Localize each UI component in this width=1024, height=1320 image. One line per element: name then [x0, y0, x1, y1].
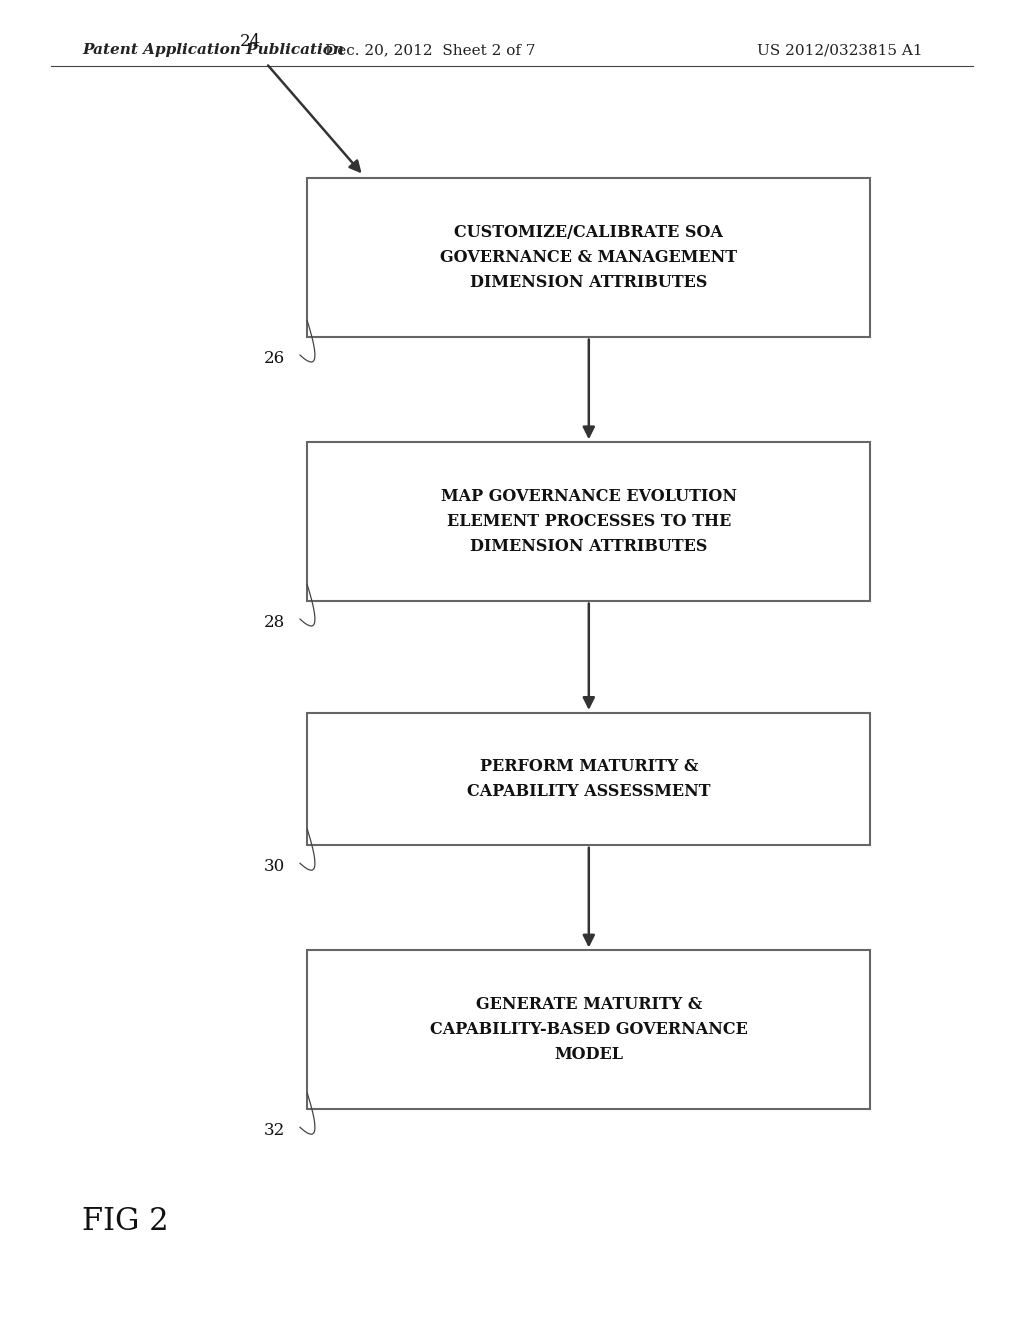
Text: Patent Application Publication: Patent Application Publication — [82, 44, 344, 57]
Text: 32: 32 — [263, 1122, 285, 1139]
Text: 24: 24 — [240, 33, 261, 50]
Text: Dec. 20, 2012  Sheet 2 of 7: Dec. 20, 2012 Sheet 2 of 7 — [325, 44, 536, 57]
Text: GENERATE MATURITY &
CAPABILITY-BASED GOVERNANCE
MODEL: GENERATE MATURITY & CAPABILITY-BASED GOV… — [430, 997, 748, 1063]
FancyBboxPatch shape — [307, 442, 870, 601]
FancyBboxPatch shape — [307, 713, 870, 845]
FancyBboxPatch shape — [307, 950, 870, 1109]
Text: PERFORM MATURITY &
CAPABILITY ASSESSMENT: PERFORM MATURITY & CAPABILITY ASSESSMENT — [467, 758, 711, 800]
FancyBboxPatch shape — [307, 178, 870, 337]
Text: 30: 30 — [263, 858, 285, 875]
Text: US 2012/0323815 A1: US 2012/0323815 A1 — [757, 44, 923, 57]
Text: 28: 28 — [263, 614, 285, 631]
Text: 26: 26 — [263, 350, 285, 367]
Text: CUSTOMIZE/CALIBRATE SOA
GOVERNANCE & MANAGEMENT
DIMENSION ATTRIBUTES: CUSTOMIZE/CALIBRATE SOA GOVERNANCE & MAN… — [440, 224, 737, 290]
Text: FIG 2: FIG 2 — [82, 1205, 169, 1237]
Text: MAP GOVERNANCE EVOLUTION
ELEMENT PROCESSES TO THE
DIMENSION ATTRIBUTES: MAP GOVERNANCE EVOLUTION ELEMENT PROCESS… — [440, 488, 737, 554]
